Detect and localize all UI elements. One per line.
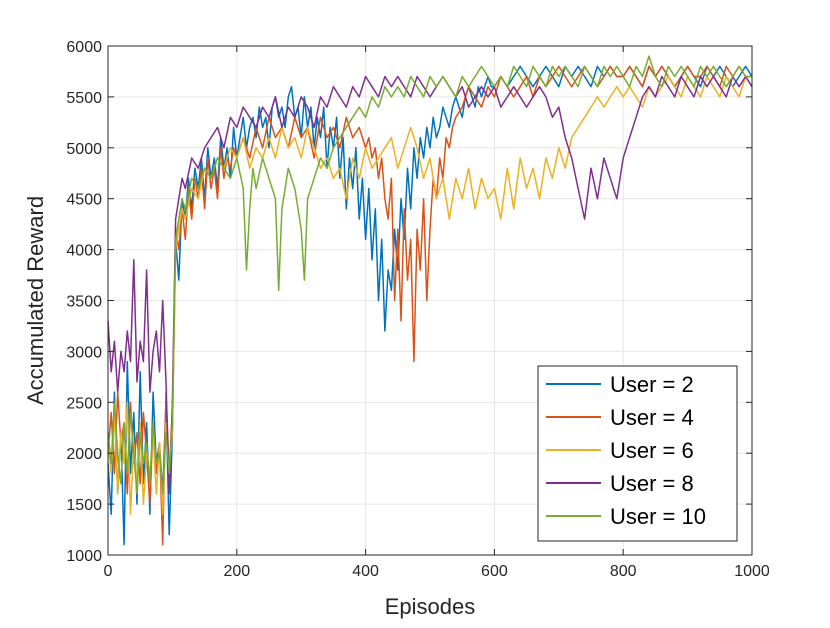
x-tick-label: 400 — [352, 563, 379, 580]
y-tick-label: 5500 — [66, 90, 102, 107]
x-tick-label: 0 — [104, 563, 113, 580]
series-line-user-4 — [107, 65, 752, 546]
tick-layer: 0 200 400 600 800 1000 1000 1500 2000 2500 3000 350… — [66, 39, 769, 580]
y-tick-label: 1000 — [66, 548, 102, 565]
y-axis-title: Accumulated Reward — [23, 196, 48, 405]
legend-label: User = 8 — [610, 471, 694, 496]
legend-label: User = 6 — [610, 438, 694, 463]
x-axis-title: Episodes — [385, 594, 476, 619]
y-tick-label: 4500 — [66, 192, 102, 209]
x-tick-label: 600 — [481, 563, 508, 580]
legend: User = 2 User = 4 User = 6 User = 8 User = 1… — [537, 365, 738, 542]
series-layer — [107, 55, 753, 546]
y-tick-label: 2500 — [66, 395, 102, 412]
x-tick-label: 200 — [223, 563, 250, 580]
legend-label: User = 10 — [610, 504, 706, 529]
legend-label: User = 4 — [610, 405, 694, 430]
x-tick-label: 1000 — [734, 563, 770, 580]
y-tick-label: 6000 — [66, 39, 102, 56]
y-tick-label: 4000 — [66, 243, 102, 260]
y-tick-label: 2000 — [66, 446, 102, 463]
x-tick-label: 800 — [610, 563, 637, 580]
y-tick-label: 5000 — [66, 141, 102, 158]
legend-label: User = 2 — [610, 372, 694, 397]
y-tick-label: 3500 — [66, 294, 102, 311]
series-line-user-10 — [107, 55, 752, 495]
legend-box — [537, 365, 738, 542]
y-tick-label: 3000 — [66, 344, 102, 361]
y-tick-label: 1500 — [66, 497, 102, 514]
